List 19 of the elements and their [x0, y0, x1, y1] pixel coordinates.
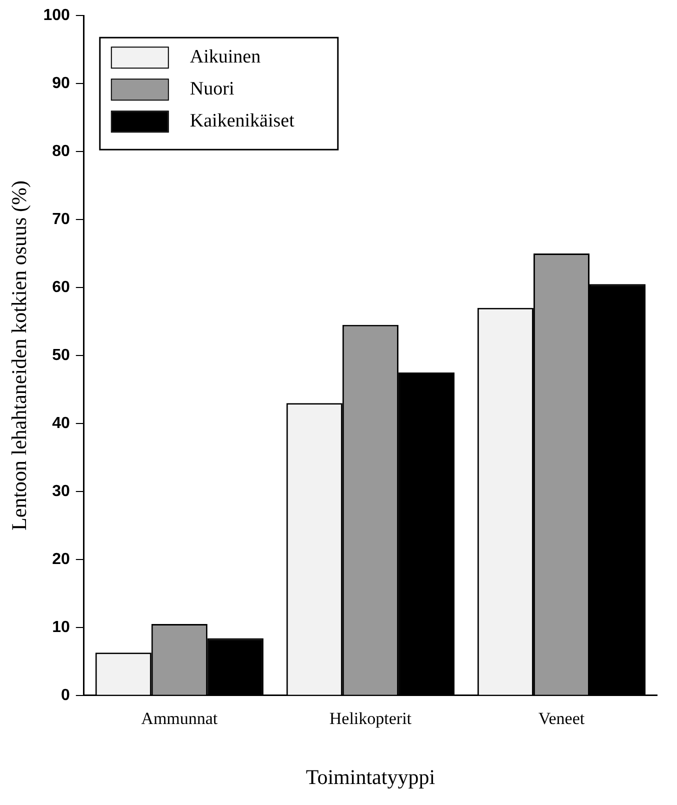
y-tick-label: 20	[52, 550, 70, 568]
y-tick-label: 0	[60, 686, 70, 704]
y-tick-label: 30	[52, 482, 70, 500]
legend-label: Kaikenikäiset	[190, 110, 296, 132]
y-tick-label: 90	[52, 74, 70, 92]
x-tick-label: Helikopterit	[329, 709, 412, 728]
x-tick-label: Ammunnat	[141, 709, 218, 728]
y-tick-label: 100	[43, 7, 70, 24]
y-tick-label: 10	[52, 618, 70, 636]
x-tick-label: Veneet	[538, 709, 585, 728]
legend-label: Nuori	[190, 78, 234, 100]
y-tick-label: 50	[52, 346, 70, 364]
y-tick-label: 80	[52, 142, 70, 160]
legend-label: Aikuinen	[190, 46, 262, 68]
y-tick-label: 60	[52, 278, 70, 296]
y-tick-label: 70	[52, 210, 70, 228]
y-tick-label: 40	[52, 414, 70, 432]
x-axis-title: Toimintatyyppi	[306, 764, 436, 789]
y-axis-title: Lentoon lehahtaneiden kotkien osuus (%)	[7, 180, 32, 530]
